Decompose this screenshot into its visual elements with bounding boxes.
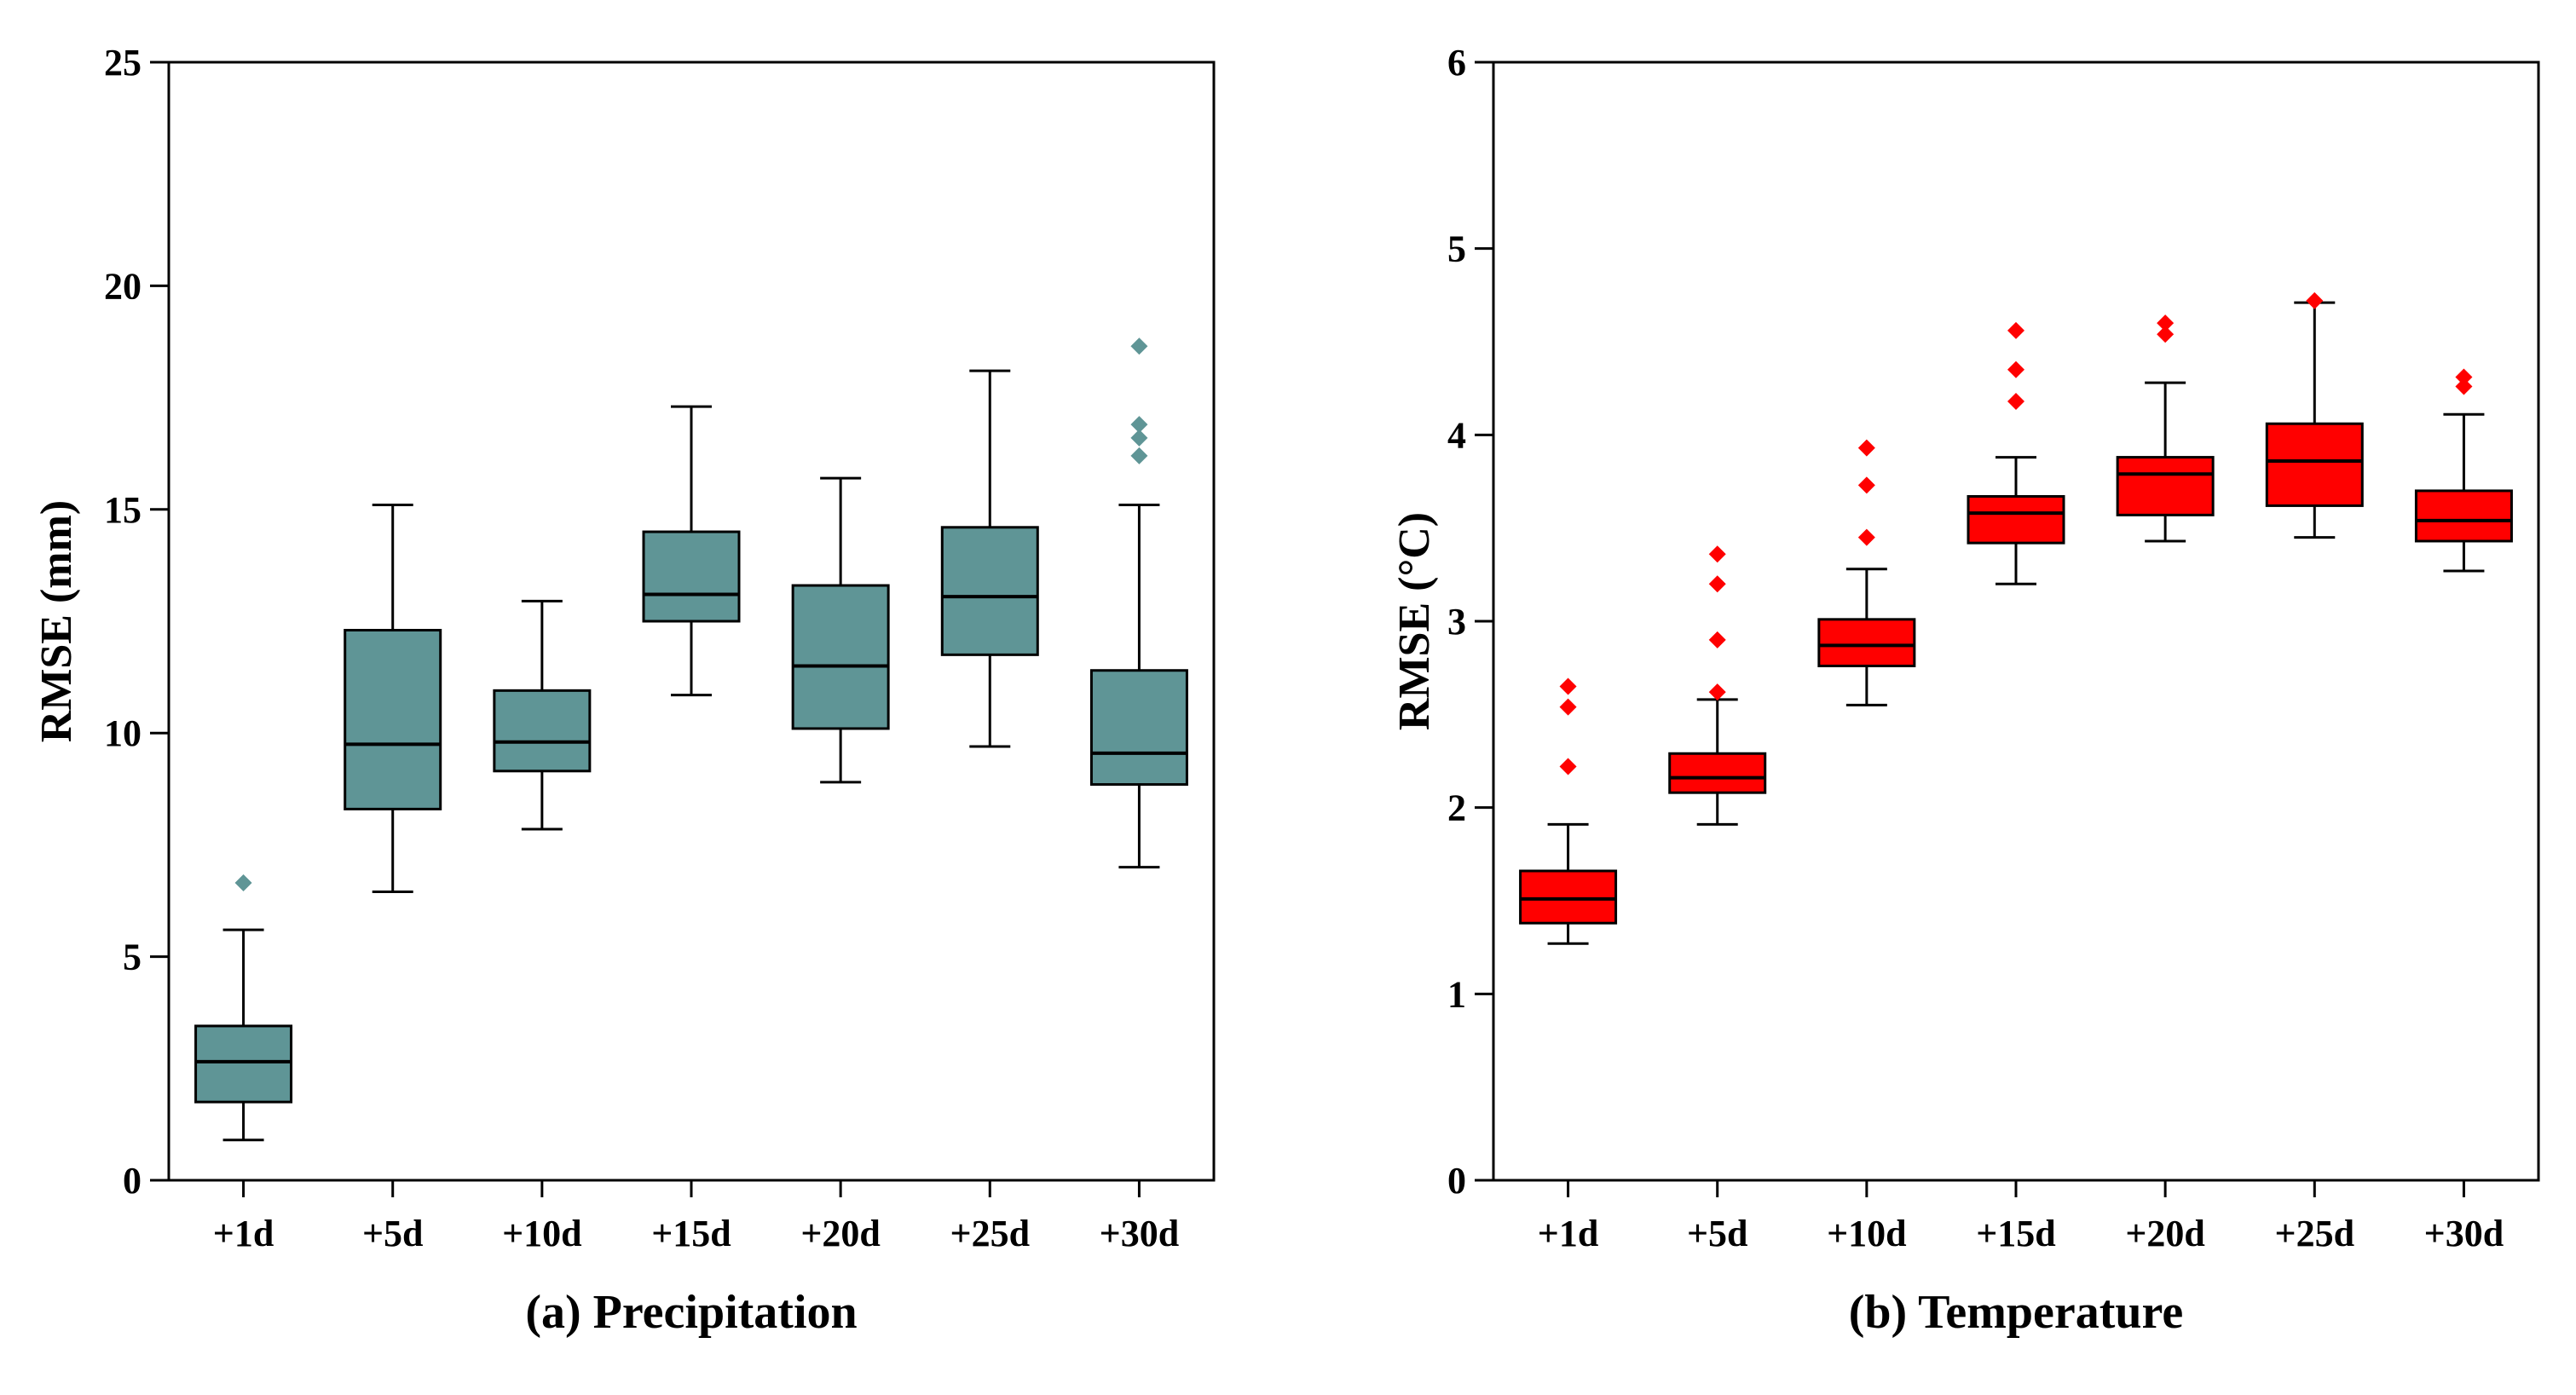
outlier-point xyxy=(2306,291,2324,309)
box-plus-5d xyxy=(344,504,442,894)
y-tick-label: 25 xyxy=(104,42,142,84)
outlier-point xyxy=(1559,698,1577,716)
box-plus-20d xyxy=(791,476,890,784)
iqr-box xyxy=(1519,869,1618,925)
x-tick-label: +1d xyxy=(1538,1213,1599,1254)
outlier-point xyxy=(1857,439,1875,457)
iqr-box xyxy=(1967,494,2065,545)
outlier-point xyxy=(1857,528,1875,546)
y-tick-label: 4 xyxy=(1447,414,1466,456)
outlier-point xyxy=(1130,429,1148,447)
box-plus-10d xyxy=(1817,439,1916,706)
x-tick-label: +5d xyxy=(362,1213,424,1254)
outlier-point xyxy=(1559,677,1577,695)
x-tick-label: +1d xyxy=(213,1213,274,1254)
x-tick-label: +25d xyxy=(2275,1213,2355,1254)
outlier-point xyxy=(2157,326,2175,343)
y-tick-label: 20 xyxy=(104,265,142,307)
x-tick-label: +30d xyxy=(2424,1213,2504,1254)
outlier-point xyxy=(1708,545,1726,563)
iqr-box xyxy=(2265,422,2364,507)
outlier-point xyxy=(2157,314,2175,332)
plot-frame xyxy=(1492,61,2540,1182)
y-tick-label: 6 xyxy=(1447,42,1466,84)
iqr-box xyxy=(493,689,592,773)
x-tick-label: +15d xyxy=(1976,1213,2056,1254)
iqr-box xyxy=(2116,456,2215,516)
y-tick-label: 0 xyxy=(123,1160,142,1202)
chart-title: (a) Precipitation xyxy=(525,1286,857,1339)
y-axis-label: RMSE (mm) xyxy=(32,500,81,743)
y-tick-label: 2 xyxy=(1447,787,1466,829)
iqr-box xyxy=(642,530,741,623)
outlier-point xyxy=(1708,575,1726,593)
x-tick-label: +20d xyxy=(2125,1213,2205,1254)
box-plus-30d xyxy=(2414,368,2513,573)
outlier-point xyxy=(2007,392,2024,410)
iqr-box xyxy=(1668,752,1767,794)
outlier-point xyxy=(2007,321,2024,339)
iqr-box xyxy=(344,628,442,810)
x-tick-label: +20d xyxy=(800,1213,881,1254)
iqr-box xyxy=(1817,618,1916,667)
y-tick-label: 5 xyxy=(1447,228,1466,270)
iqr-box xyxy=(2414,489,2513,543)
chart-title: (b) Temperature xyxy=(1849,1286,2184,1339)
panel-temperature: 0 1 2 3 4 5 6 +1d +5d +10d +15d +20d +25d +30d RMSE (°… xyxy=(1390,42,2540,1339)
box-plus-15d xyxy=(1967,321,2065,585)
box-plus-30d xyxy=(1089,337,1188,869)
outlier-point xyxy=(234,874,252,892)
y-tick-label: 15 xyxy=(104,489,142,531)
box-plus-10d xyxy=(493,599,592,831)
y-tick-label: 1 xyxy=(1447,973,1466,1015)
y-tick-label: 0 xyxy=(1447,1160,1466,1202)
outlier-point xyxy=(2455,368,2473,386)
box-plus-15d xyxy=(642,405,741,697)
box-plus-25d xyxy=(2265,291,2364,539)
box-plus-5d xyxy=(1668,545,1767,826)
box-plus-1d xyxy=(194,874,293,1142)
x-tick-label: +30d xyxy=(1100,1213,1180,1254)
outlier-point xyxy=(1857,476,1875,494)
box-plus-1d xyxy=(1519,677,1618,945)
x-tick-label: +25d xyxy=(950,1213,1031,1254)
outlier-point xyxy=(2455,378,2473,395)
outlier-point xyxy=(1130,416,1148,434)
iqr-box xyxy=(194,1024,293,1104)
outlier-point xyxy=(1130,447,1148,464)
box-plus-25d xyxy=(940,369,1039,748)
x-tick-label: +5d xyxy=(1687,1213,1748,1254)
panel-precipitation: 0 5 10 15 20 25 +1d +5d +10d +15d +20d +25d +30d RMSE… xyxy=(32,42,1216,1339)
y-axis-label: RMSE (°C) xyxy=(1390,512,1439,730)
y-tick-label: 5 xyxy=(123,937,142,978)
outlier-point xyxy=(1559,758,1577,775)
iqr-box xyxy=(791,584,890,730)
x-tick-label: +10d xyxy=(1827,1213,1907,1254)
outlier-point xyxy=(1130,337,1148,355)
x-tick-label: +15d xyxy=(651,1213,731,1254)
iqr-box xyxy=(1089,669,1188,787)
outlier-point xyxy=(1708,683,1726,701)
y-tick-label: 3 xyxy=(1447,601,1466,643)
box-plus-20d xyxy=(2116,314,2215,543)
outlier-point xyxy=(2007,360,2024,378)
x-tick-label: +10d xyxy=(502,1213,582,1254)
iqr-box xyxy=(940,526,1039,656)
y-tick-label: 10 xyxy=(104,712,142,754)
outlier-point xyxy=(1708,631,1726,649)
